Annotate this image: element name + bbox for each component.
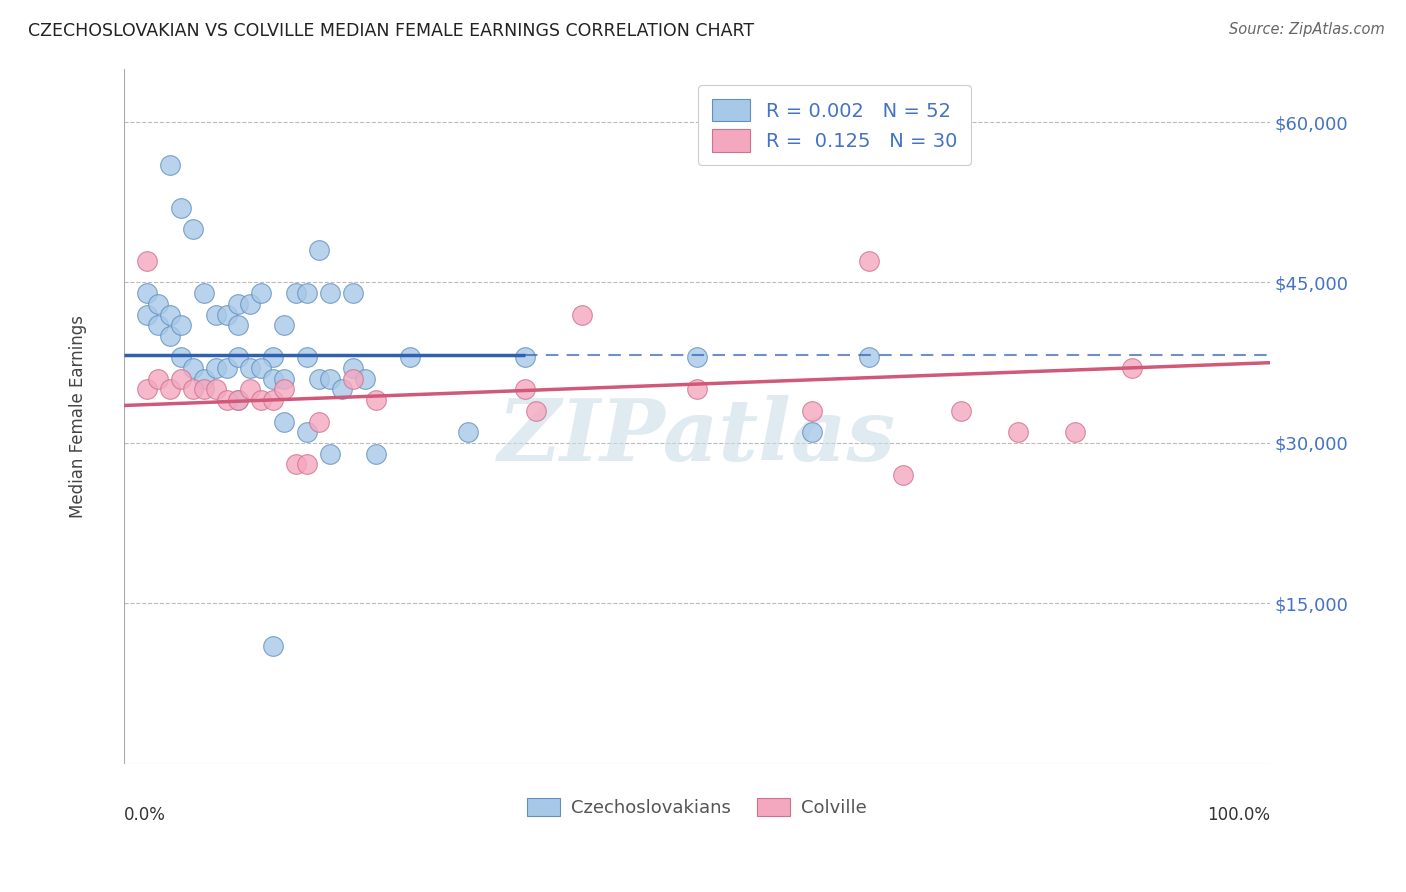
Point [295, 458, 318, 472]
Point [250, 393, 273, 408]
Point [204, 383, 226, 397]
Point [513, 351, 536, 365]
Point [1121, 361, 1143, 376]
Point [295, 351, 318, 365]
Point [250, 286, 273, 301]
Point [284, 286, 307, 301]
Point [526, 404, 548, 418]
Point [135, 286, 157, 301]
Point [215, 361, 238, 376]
Point [135, 308, 157, 322]
Point [308, 372, 330, 386]
Text: CZECHOSLOVAKIAN VS COLVILLE MEDIAN FEMALE EARNINGS CORRELATION CHART: CZECHOSLOVAKIAN VS COLVILLE MEDIAN FEMAL… [28, 22, 754, 40]
Point [891, 468, 914, 483]
Point [159, 383, 181, 397]
Point [148, 318, 170, 333]
Text: 0.0%: 0.0% [124, 805, 166, 823]
Point [170, 372, 193, 386]
Point [364, 393, 387, 408]
Point [1007, 425, 1029, 440]
Point [273, 383, 295, 397]
Point [204, 361, 226, 376]
Point [399, 351, 422, 365]
Text: ZIPatlas: ZIPatlas [498, 395, 896, 479]
Point [319, 286, 342, 301]
Point [159, 329, 181, 343]
Point [342, 361, 364, 376]
Point [858, 254, 880, 268]
Point [148, 297, 170, 311]
Point [228, 351, 250, 365]
Point [262, 639, 284, 653]
Point [308, 244, 330, 258]
Point [273, 372, 295, 386]
Point [135, 254, 157, 268]
Point [228, 318, 250, 333]
Point [686, 351, 709, 365]
Point [228, 393, 250, 408]
Point [513, 383, 536, 397]
Point [239, 361, 262, 376]
Text: Source: ZipAtlas.com: Source: ZipAtlas.com [1229, 22, 1385, 37]
Text: Median Female Earnings: Median Female Earnings [69, 315, 87, 517]
Point [353, 372, 375, 386]
Point [228, 393, 250, 408]
Point [295, 286, 318, 301]
Point [159, 308, 181, 322]
Point [295, 425, 318, 440]
Point [342, 372, 364, 386]
Point [308, 415, 330, 429]
Point [181, 383, 204, 397]
Point [193, 286, 215, 301]
Point [170, 201, 193, 215]
Point [159, 158, 181, 172]
Point [262, 351, 284, 365]
Point [239, 297, 262, 311]
Point [250, 361, 273, 376]
Point [215, 308, 238, 322]
Point [319, 447, 342, 461]
Point [800, 404, 823, 418]
Point [148, 372, 170, 386]
Legend: Czechoslovakians, Colville: Czechoslovakians, Colville [520, 790, 873, 824]
Point [319, 372, 342, 386]
Point [181, 361, 204, 376]
Point [215, 393, 238, 408]
Point [135, 383, 157, 397]
Point [1064, 425, 1087, 440]
Point [273, 318, 295, 333]
Point [364, 447, 387, 461]
Point [858, 351, 880, 365]
Point [330, 383, 353, 397]
Point [228, 297, 250, 311]
Point [262, 393, 284, 408]
Point [800, 425, 823, 440]
Point [457, 425, 479, 440]
Point [193, 383, 215, 397]
Point [342, 286, 364, 301]
Point [170, 318, 193, 333]
Point [571, 308, 593, 322]
Point [181, 222, 204, 236]
Point [239, 383, 262, 397]
Point [284, 458, 307, 472]
Point [170, 351, 193, 365]
Point [273, 415, 295, 429]
Point [686, 383, 709, 397]
Point [949, 404, 972, 418]
Point [262, 372, 284, 386]
Point [193, 372, 215, 386]
Point [204, 308, 226, 322]
Text: 100.0%: 100.0% [1206, 805, 1270, 823]
